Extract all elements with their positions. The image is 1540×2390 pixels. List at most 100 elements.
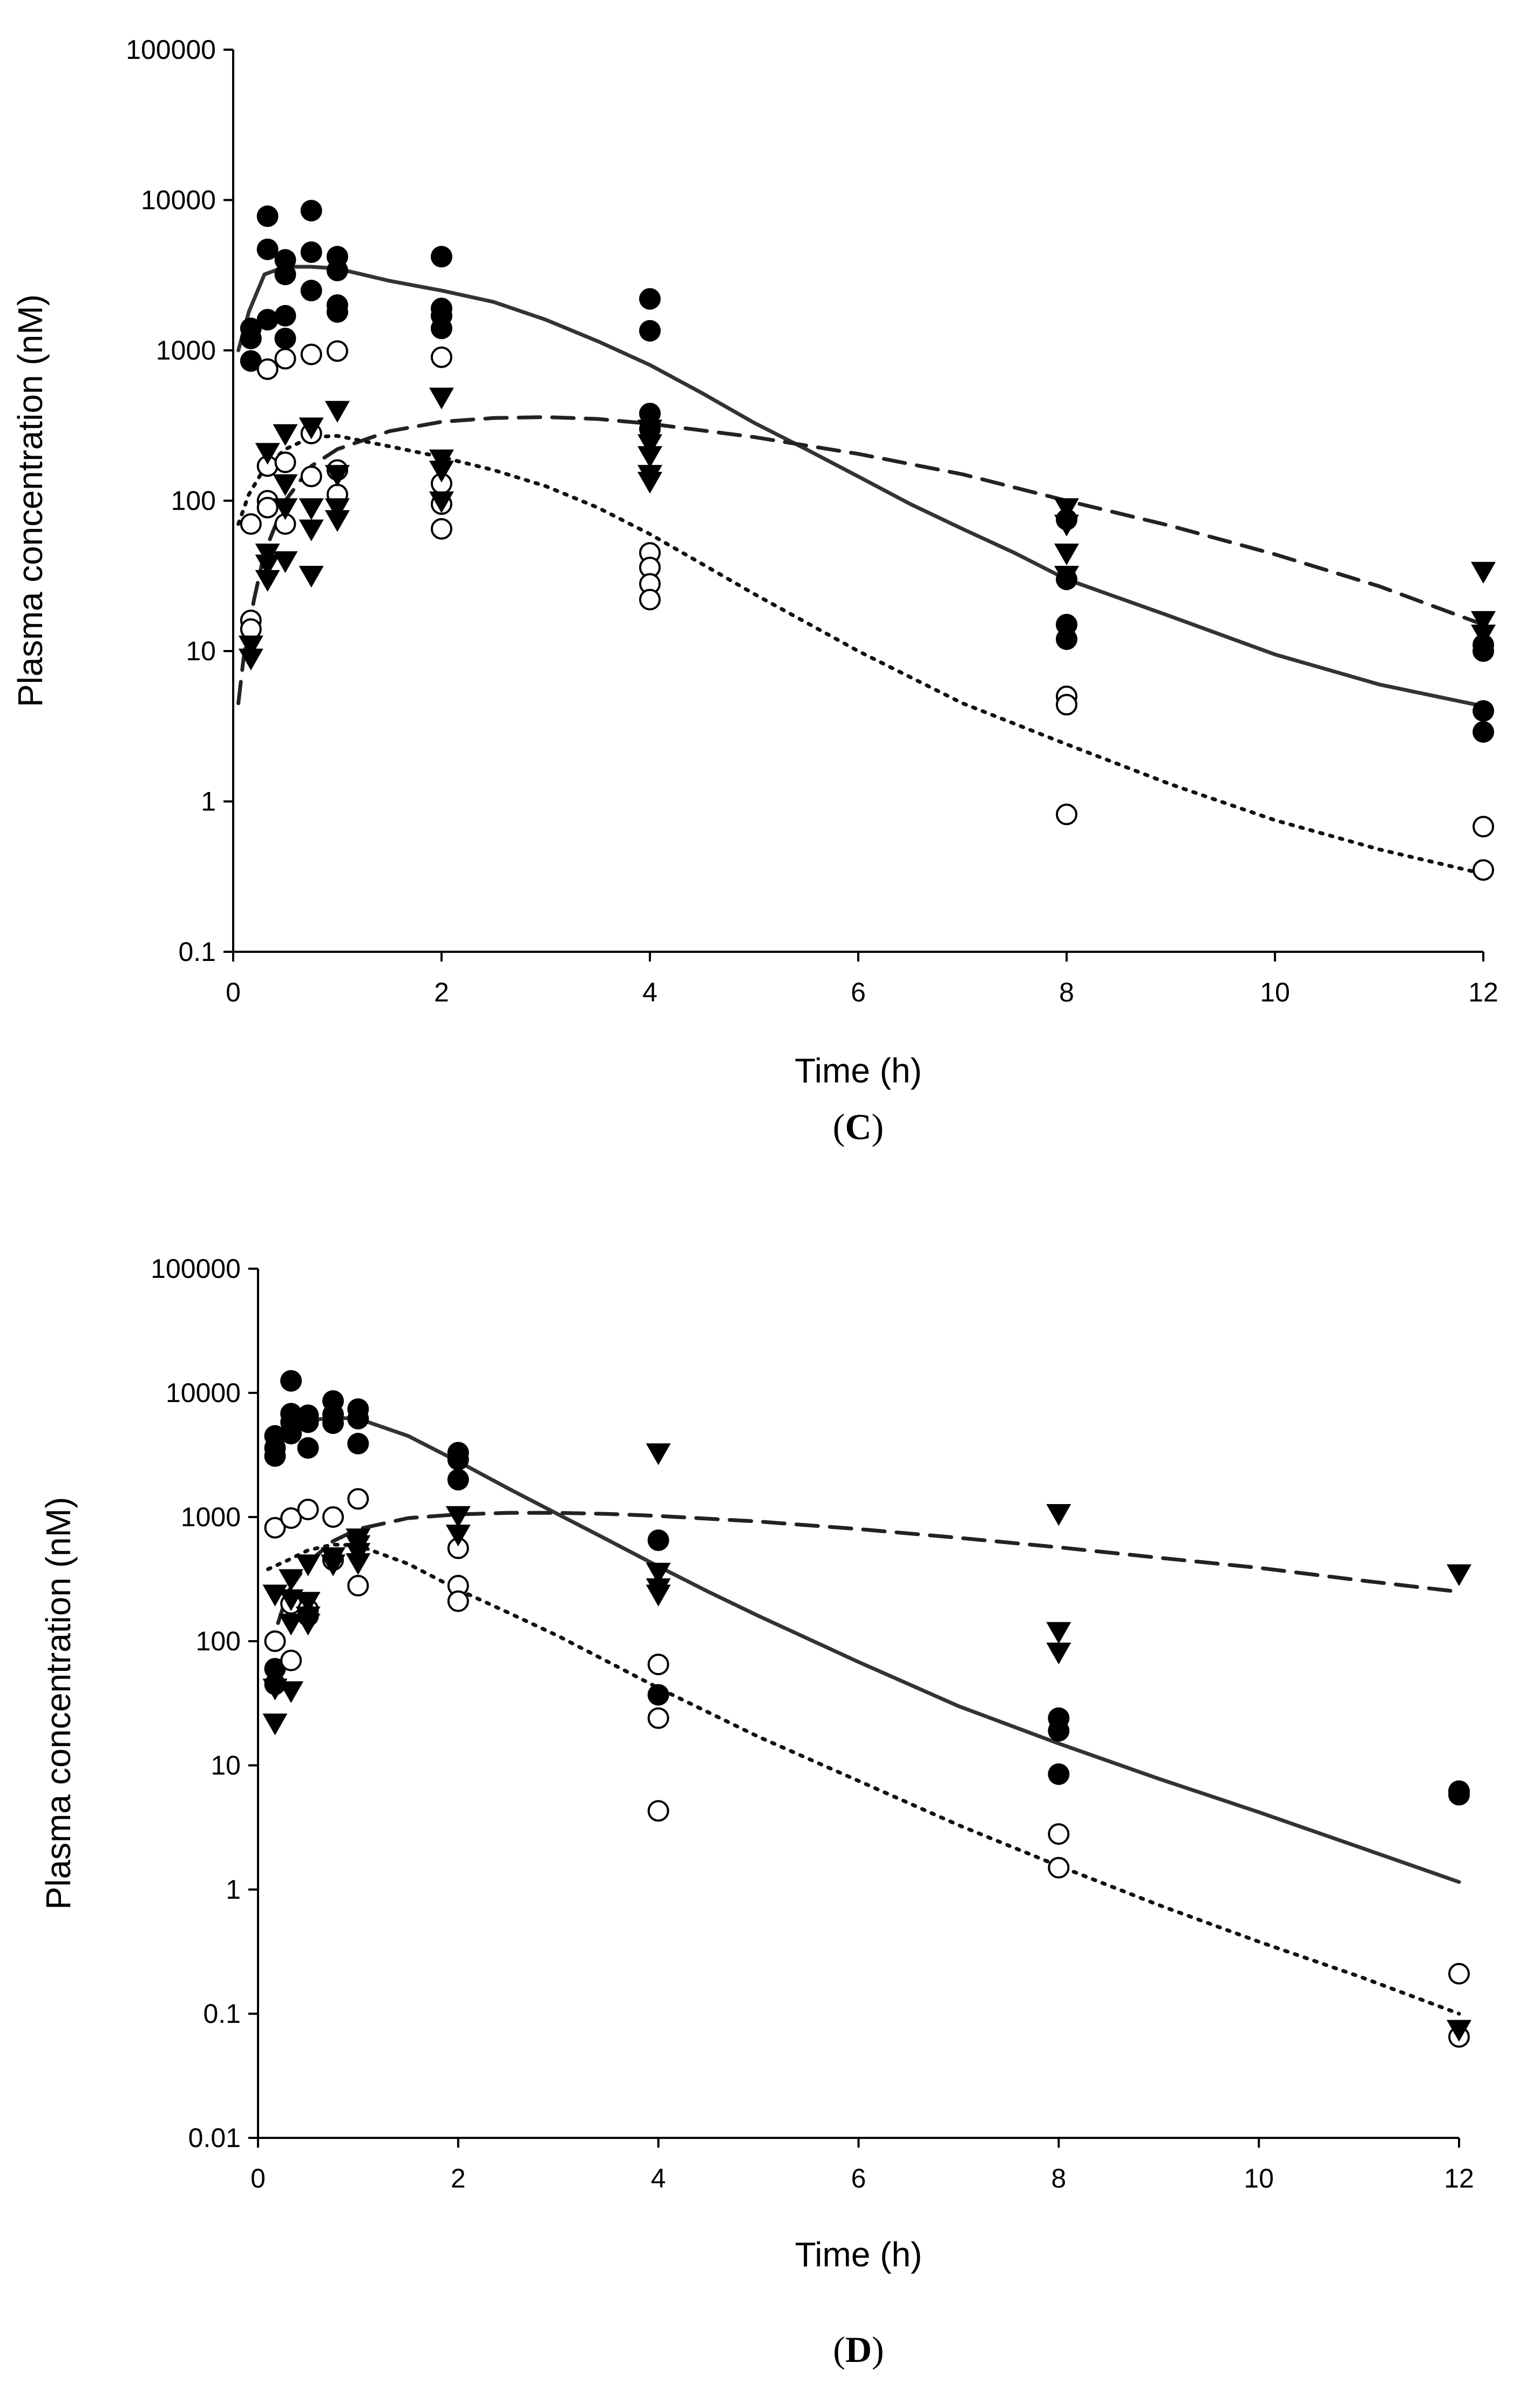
panel-c-filled-circles-point (300, 200, 322, 222)
panel-d-y-tick-label: 0.1 (203, 1999, 241, 2029)
panel-c-filled-triangles-point (1054, 514, 1079, 537)
panel-c-open-circles-point (1473, 816, 1494, 838)
panel-c-x-axis-title: Time (h) (795, 1051, 922, 1090)
panel-c-x-tick-label: 12 (1468, 977, 1498, 1007)
panel-c-filled-circles-point (300, 280, 322, 302)
panel-d-filled-circles-point (322, 1412, 344, 1434)
panel-c-filled-triangles-point (273, 551, 298, 573)
panel-c-y-tick-label: 0.1 (178, 937, 216, 967)
panel-d-y-tick-label: 100 (196, 1626, 241, 1656)
panel-c-filled-triangles-point (637, 446, 662, 468)
panel-c-open-circles-point (431, 346, 452, 368)
panel-c-dashed-fit-line (236, 415, 1485, 706)
panel-c-filled-triangles-point (255, 570, 280, 592)
panel-c-filled-triangles-point (429, 449, 454, 471)
panel-c-filled-triangles-point (1471, 625, 1496, 647)
panel-c-filled-triangles-point (1471, 561, 1496, 584)
panel-c-filled-triangles-point (1054, 498, 1079, 520)
panel-d-filled-triangles-point (1046, 1642, 1071, 1664)
panel-d-filled-circles-point (1448, 1784, 1470, 1806)
panel-c-open-circles-point (1056, 694, 1077, 716)
panel-d-y-axis-title: Plasma concentration (nM) (39, 1497, 78, 1910)
panel-d-filled-circles-point (280, 1370, 302, 1392)
panel-c-filled-circles-point (274, 327, 296, 349)
panel-d-open-circles-point (297, 1499, 319, 1521)
panel-d-filled-triangles-point (646, 1443, 671, 1465)
panel-d-open-circles-point (264, 1516, 286, 1539)
panel-d-open-circles-point (447, 1590, 469, 1612)
panel-c-dotted-fit-line (236, 434, 1485, 876)
panel-c-filled-circles-point (431, 246, 452, 268)
panel-c-filled-triangles-point (637, 434, 662, 456)
panel-c-filled-triangles-point (637, 419, 662, 442)
panel-c-open-circles-point (256, 358, 279, 380)
panel-c-open-circles-point (639, 588, 661, 611)
panel-d-filled-triangles-point (445, 1525, 471, 1547)
panel-c-filled-circles-point (274, 263, 296, 286)
panel-d-filled-circles-point (347, 1407, 369, 1430)
panel-c-filled-circles-point (1473, 721, 1494, 743)
panel-c-open-circles-point (1056, 803, 1077, 825)
panel-d-filled-triangles-point (279, 1589, 304, 1612)
panel-d-label-open: ( (833, 2329, 845, 2370)
panel-d-filled-triangles-point (262, 1713, 288, 1736)
panel-c-x-tick-label: 2 (434, 977, 449, 1007)
panel-c-filled-circles-point (639, 403, 661, 425)
panel-d-open-circles-point (347, 1575, 369, 1597)
panel-d-open-circles-point (280, 1649, 302, 1671)
panel-c-open-circles-point (274, 348, 296, 370)
panel-c-x-tick-label: 10 (1260, 977, 1290, 1007)
panel-c-filled-triangles-point (1054, 566, 1079, 588)
panel-d-filled-circles-point (347, 1433, 369, 1455)
panel-c-filled-triangles-point (238, 648, 263, 671)
chart-panel-c: 0.1 1 10 100 1000 10000 100000 0 2 4 6 8 10 12 Time (h… (11, 35, 1498, 1147)
panel-d-filled-circles-point (447, 1448, 469, 1471)
panel-d-open-circles-point (1448, 1962, 1470, 1985)
panel-d-open-circles-point (647, 1800, 669, 1822)
panel-c-filled-triangles-point (298, 566, 324, 588)
panel-c-x-tick-label: 8 (1059, 977, 1074, 1007)
panel-c-filled-circles-point (240, 350, 262, 372)
panel-d-filled-triangles-point (321, 1554, 346, 1576)
panel-c-label-letter: C (845, 1106, 871, 1147)
panel-d-y-tick-label: 10000 (166, 1378, 241, 1408)
panel-c-filled-triangles-point (1471, 611, 1496, 633)
panel-c-open-circles-point (1473, 859, 1494, 881)
panel-c-filled-circles-point (1473, 700, 1494, 722)
panel-c-filled-circles-point (1056, 628, 1077, 650)
panel-d-x-tick-label: 8 (1051, 2163, 1066, 2193)
panel-d-x-tick-label: 6 (851, 2163, 866, 2193)
panel-c-filled-circles-point (327, 259, 348, 281)
panel-c-filled-triangles-point (429, 388, 454, 410)
panel-c-filled-circles-point (1473, 640, 1494, 662)
panel-c-filled-triangles-point (1054, 543, 1079, 566)
panel-d-dashed-fit-line (276, 1511, 1461, 1625)
panel-d-filled-triangles-point (646, 1585, 671, 1607)
panel-d-filled-circles-point (447, 1468, 469, 1491)
panel-c-filled-triangles-point (255, 554, 280, 577)
panel-d-open-circles-point (264, 1630, 286, 1652)
panel-c-filled-circles-point (256, 205, 279, 227)
panel-d-filled-circles-point (1048, 1763, 1070, 1785)
panel-c-filled-triangles-point (429, 491, 454, 513)
chart-panel-d: 0.01 0.1 1 10 100 1000 10000 100000 0 2 4 6 8 10 12 Tim… (39, 1254, 1474, 2370)
panel-c-filled-triangles-point (273, 474, 298, 496)
panel-c-y-tick-label: 10 (186, 636, 216, 666)
panel-d-filled-circles-point (297, 1437, 319, 1459)
panel-c-filled-circles-point (639, 288, 661, 310)
panel-d-filled-triangles-point (445, 1506, 471, 1528)
panel-d-x-tick-label: 0 (250, 2163, 266, 2193)
panel-d-filled-triangles-point (279, 1569, 304, 1591)
panel-d-x-tick-label: 10 (1244, 2163, 1274, 2193)
panel-c-y-tick-label: 100 (171, 486, 216, 516)
panel-c-filled-circles-point (240, 327, 262, 349)
panel-d-solid-fit-line (306, 1416, 1461, 1884)
panel-d-filled-triangles-point (345, 1553, 371, 1575)
panel-d-label-close: ) (872, 2329, 884, 2370)
panel-d-filled-circles-point (1048, 1719, 1070, 1742)
panel-d-y-tick-label: 10 (211, 1750, 241, 1780)
panel-c-y-tick-label: 1 (201, 787, 216, 817)
panel-d-filled-triangles-point (1447, 2020, 1471, 2042)
panel-c-filled-triangles-point (325, 510, 350, 532)
